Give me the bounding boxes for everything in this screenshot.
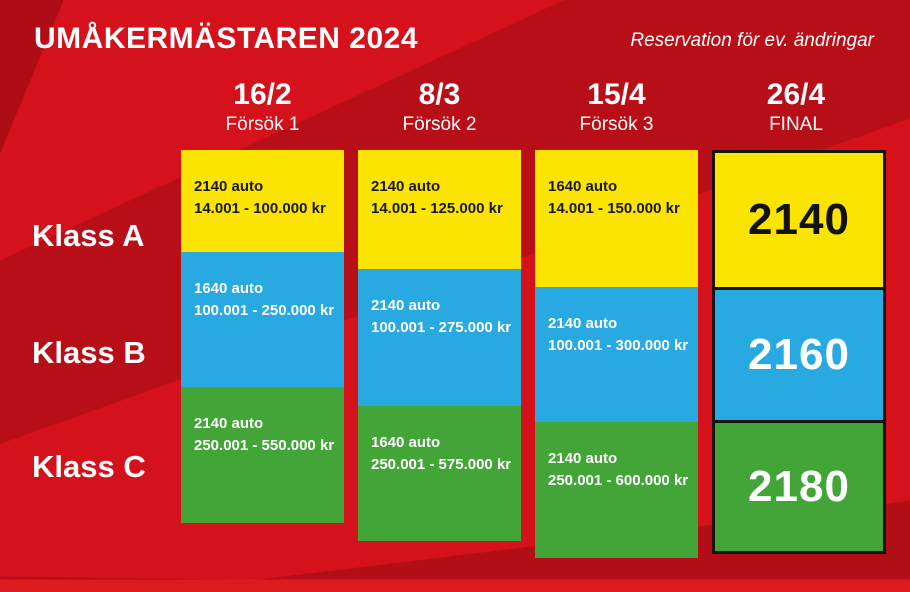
race-block-klass-c: 1640 auto 250.001 - 575.000 kr — [358, 406, 521, 541]
race-prize-range: 14.001 - 150.000 kr — [548, 199, 680, 217]
race-distance: 2140 auto — [371, 178, 441, 195]
column-forsok-3: 1640 auto 14.001 - 150.000 kr 2140 auto … — [535, 150, 698, 558]
race-distance: 1640 auto — [371, 434, 441, 451]
race-prize-range: 100.001 - 300.000 kr — [548, 336, 689, 354]
race-prize-range: 14.001 - 100.000 kr — [194, 199, 326, 217]
date-label: 16/2 — [233, 78, 292, 111]
final-block-klass-b: 2160 — [715, 287, 883, 420]
race-block-klass-b: 1640 auto 100.001 - 250.000 kr — [181, 252, 344, 387]
race-distance: 1640 auto — [548, 178, 618, 195]
race-block-klass-b: 2140 auto 100.001 - 300.000 kr — [535, 287, 698, 422]
column-header-forsok-2: 8/3 Försök 2 — [358, 78, 521, 136]
race-block-klass-a: 2140 auto 14.001 - 100.000 kr — [181, 150, 344, 252]
final-distance: 2140 — [748, 195, 850, 245]
column-forsok-1: 2140 auto 14.001 - 100.000 kr 1640 auto … — [181, 150, 344, 523]
final-distance: 2160 — [748, 330, 850, 380]
race-prize-range: 250.001 - 550.000 kr — [194, 436, 335, 454]
race-block-klass-c: 2140 auto 250.001 - 550.000 kr — [181, 387, 344, 523]
race-prize-range: 250.001 - 600.000 kr — [548, 471, 689, 489]
final-block-klass-a: 2140 — [715, 153, 883, 287]
background-bottom-strip — [0, 579, 910, 592]
page-title: UMÅKERMÄSTAREN 2024 — [34, 22, 419, 55]
column-final: 2140 2160 2180 — [712, 150, 886, 554]
race-distance: 2140 auto — [548, 315, 618, 332]
race-prize-range: 14.001 - 125.000 kr — [371, 199, 503, 217]
column-header-forsok-1: 16/2 Försök 1 — [181, 78, 344, 136]
round-label: Försök 1 — [225, 114, 300, 135]
race-block-klass-b: 2140 auto 100.001 - 275.000 kr — [358, 269, 521, 406]
final-distance: 2180 — [748, 462, 850, 512]
column-header-final: 26/4 FINAL — [712, 78, 880, 136]
row-label-klass-b: Klass B — [32, 335, 146, 370]
race-distance: 2140 auto — [194, 178, 264, 195]
final-block-klass-c: 2180 — [715, 420, 883, 551]
race-prize-range: 100.001 - 275.000 kr — [371, 318, 512, 336]
round-label: FINAL — [769, 114, 823, 135]
column-forsok-2: 2140 auto 14.001 - 125.000 kr 2140 auto … — [358, 150, 521, 541]
race-distance: 2140 auto — [548, 450, 618, 467]
race-distance: 2140 auto — [194, 415, 264, 432]
round-label: Försök 2 — [402, 114, 477, 135]
column-header-forsok-3: 15/4 Försök 3 — [535, 78, 698, 136]
date-label: 8/3 — [418, 78, 461, 111]
row-label-klass-c: Klass C — [32, 449, 146, 484]
race-distance: 2140 auto — [371, 297, 441, 314]
date-label: 26/4 — [766, 78, 826, 111]
race-block-klass-c: 2140 auto 250.001 - 600.000 kr — [535, 422, 698, 558]
race-prize-range: 100.001 - 250.000 kr — [194, 301, 335, 319]
round-label: Försök 3 — [579, 114, 654, 135]
row-label-klass-a: Klass A — [32, 218, 145, 253]
race-distance: 1640 auto — [194, 280, 264, 297]
disclaimer-text: Reservation för ev. ändringar — [630, 30, 874, 51]
race-prize-range: 250.001 - 575.000 kr — [371, 455, 512, 473]
race-block-klass-a: 1640 auto 14.001 - 150.000 kr — [535, 150, 698, 287]
date-label: 15/4 — [587, 78, 646, 111]
race-block-klass-a: 2140 auto 14.001 - 125.000 kr — [358, 150, 521, 269]
